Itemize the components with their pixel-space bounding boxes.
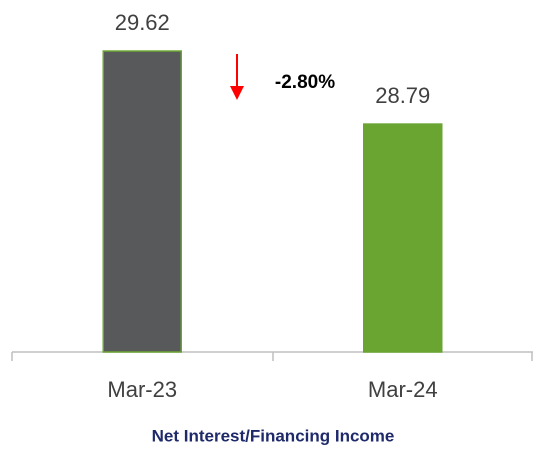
bar bbox=[363, 123, 443, 353]
change-arrow-head bbox=[230, 86, 244, 100]
value-label: 29.62 bbox=[115, 10, 170, 35]
x-tick-label: Mar-24 bbox=[368, 377, 438, 402]
bar bbox=[102, 50, 182, 353]
x-tick-label: Mar-23 bbox=[107, 377, 177, 402]
change-annotation: -2.80% bbox=[275, 72, 335, 93]
value-label: 28.79 bbox=[375, 83, 430, 108]
chart-title: Net Interest/Financing Income bbox=[152, 426, 395, 445]
